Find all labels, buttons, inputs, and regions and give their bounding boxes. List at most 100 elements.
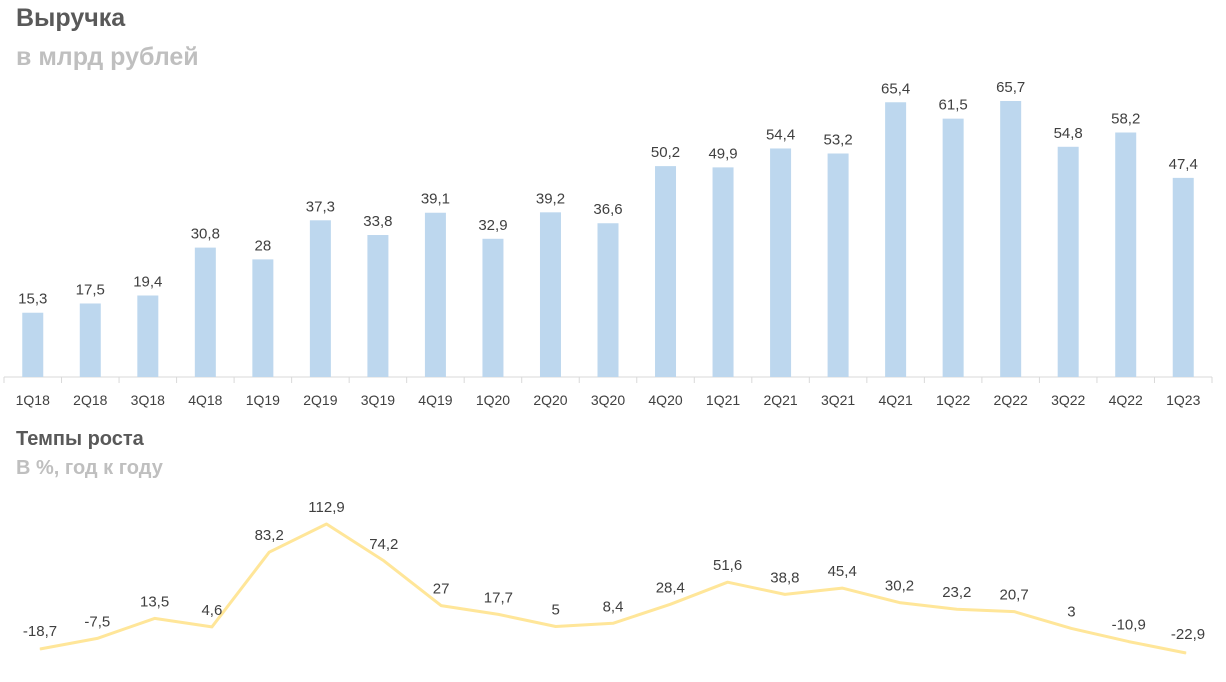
growth-point bbox=[39, 648, 41, 650]
revenue-bar bbox=[885, 102, 907, 377]
growth-data-label: -10,9 bbox=[1112, 617, 1146, 634]
revenue-data-label: 15,3 bbox=[18, 291, 47, 308]
growth-point bbox=[326, 523, 327, 525]
revenue-data-label: 17,5 bbox=[76, 281, 105, 298]
growth-data-label: -7,5 bbox=[84, 613, 110, 630]
growth-data-label: 8,4 bbox=[603, 598, 624, 615]
growth-data-label: 3 bbox=[1067, 603, 1075, 620]
revenue-bar bbox=[424, 212, 446, 377]
x-tick-label: 1Q22 bbox=[936, 392, 970, 408]
revenue-data-label: 49,9 bbox=[708, 145, 737, 162]
growth-data-label: 17,7 bbox=[484, 589, 513, 606]
growth-point bbox=[1185, 652, 1187, 654]
growth-data-label: 74,2 bbox=[369, 536, 398, 553]
x-tick-label: 2Q18 bbox=[73, 392, 107, 408]
growth-point bbox=[727, 581, 729, 583]
growth-point bbox=[956, 608, 958, 610]
x-tick-label: 4Q22 bbox=[1109, 392, 1143, 408]
revenue-bar bbox=[309, 220, 331, 377]
x-tick-label: 2Q21 bbox=[763, 392, 797, 408]
revenue-bar bbox=[942, 118, 964, 378]
revenue-bar bbox=[1172, 177, 1194, 377]
revenue-data-label: 47,4 bbox=[1169, 156, 1198, 173]
growth-data-label: 27 bbox=[433, 581, 450, 598]
x-tick-label: 4Q19 bbox=[418, 392, 452, 408]
revenue-bar bbox=[1000, 101, 1022, 377]
growth-point bbox=[440, 605, 442, 607]
growth-point bbox=[784, 593, 786, 595]
growth-chart-subtitle: В %, год к году bbox=[16, 457, 163, 479]
revenue-bar bbox=[770, 148, 792, 377]
revenue-data-label: 53,2 bbox=[823, 132, 852, 149]
revenue-data-label: 30,8 bbox=[191, 226, 220, 243]
growth-point bbox=[669, 603, 671, 605]
growth-data-label: 30,2 bbox=[885, 578, 914, 595]
x-tick-label: 1Q21 bbox=[706, 392, 740, 408]
x-tick-label: 4Q20 bbox=[648, 392, 682, 408]
x-tick-label: 1Q18 bbox=[16, 392, 50, 408]
x-tick-label: 3Q21 bbox=[821, 392, 855, 408]
revenue-bar bbox=[655, 166, 677, 377]
growth-point bbox=[841, 587, 843, 589]
revenue-data-label: 36,6 bbox=[593, 201, 622, 218]
growth-data-label: 45,4 bbox=[828, 563, 857, 580]
growth-point bbox=[899, 602, 900, 604]
x-tick-label: 3Q18 bbox=[131, 392, 165, 408]
revenue-chart-title: Выручка bbox=[16, 4, 126, 32]
revenue-data-label: 39,2 bbox=[536, 190, 565, 207]
x-tick-label: 3Q22 bbox=[1051, 392, 1085, 408]
revenue-bar bbox=[194, 247, 216, 377]
revenue-bar bbox=[137, 295, 159, 377]
revenue-bar bbox=[539, 212, 561, 377]
x-tick-label: 2Q20 bbox=[533, 392, 567, 408]
revenue-data-label: 54,8 bbox=[1054, 125, 1083, 142]
growth-data-label: 28,4 bbox=[656, 579, 685, 596]
x-tick-label: 3Q20 bbox=[591, 392, 625, 408]
x-tick-label: 1Q20 bbox=[476, 392, 510, 408]
revenue-bar bbox=[712, 167, 734, 377]
x-tick-label: 1Q23 bbox=[1166, 392, 1200, 408]
x-tick-label: 2Q22 bbox=[994, 392, 1028, 408]
growth-point bbox=[1128, 641, 1130, 643]
revenue-data-label: 32,9 bbox=[478, 217, 507, 234]
revenue-bar bbox=[367, 235, 389, 377]
x-tick-label: 4Q21 bbox=[878, 392, 912, 408]
growth-data-label: 83,2 bbox=[255, 527, 284, 544]
revenue-data-label: 28 bbox=[255, 237, 272, 254]
growth-data-label: 51,6 bbox=[713, 557, 742, 574]
growth-point bbox=[211, 626, 213, 628]
revenue-bar-chart: 15,3 1Q18 17,5 2Q18 19,4 3Q18 30,8 4Q18 28 1Q19 37… bbox=[3, 79, 1213, 408]
revenue-data-label: 37,3 bbox=[306, 198, 335, 215]
x-tick-label: 4Q18 bbox=[188, 392, 222, 408]
x-tick-label: 2Q19 bbox=[303, 392, 337, 408]
revenue-bar bbox=[482, 238, 504, 377]
growth-chart-title: Темпы роста bbox=[16, 428, 144, 450]
x-tick-label: 1Q19 bbox=[246, 392, 280, 408]
growth-point bbox=[612, 622, 614, 624]
revenue-bar bbox=[1057, 146, 1079, 377]
growth-data-label: 112,9 bbox=[308, 499, 344, 516]
revenue-bar bbox=[1115, 132, 1137, 377]
growth-point bbox=[497, 613, 499, 615]
growth-data-label: 23,2 bbox=[942, 584, 971, 601]
growth-point bbox=[268, 551, 270, 553]
growth-data-label: -22,9 bbox=[1171, 626, 1205, 643]
growth-data-label: 13,5 bbox=[140, 593, 169, 610]
growth-data-label: 20,7 bbox=[999, 587, 1028, 604]
revenue-data-label: 61,5 bbox=[939, 97, 968, 114]
growth-data-label: -18,7 bbox=[23, 623, 57, 640]
revenue-chart-subtitle: в млрд рублей bbox=[16, 43, 199, 71]
growth-line-chart: -18,7 -7,5 13,5 4,6 83,2 112,9 74,2 27 17,7 5 8,4 2… bbox=[23, 499, 1205, 655]
growth-data-label: 4,6 bbox=[201, 602, 222, 619]
x-tick-label: 3Q19 bbox=[361, 392, 395, 408]
revenue-data-label: 58,2 bbox=[1111, 111, 1140, 128]
growth-data-label: 38,8 bbox=[770, 569, 799, 586]
growth-point bbox=[1070, 627, 1072, 629]
growth-point bbox=[96, 637, 98, 639]
revenue-bar bbox=[252, 259, 274, 377]
revenue-data-label: 65,4 bbox=[881, 80, 910, 97]
growth-point bbox=[555, 625, 557, 627]
growth-data-label: 5 bbox=[552, 601, 560, 618]
revenue-data-label: 19,4 bbox=[133, 274, 162, 291]
